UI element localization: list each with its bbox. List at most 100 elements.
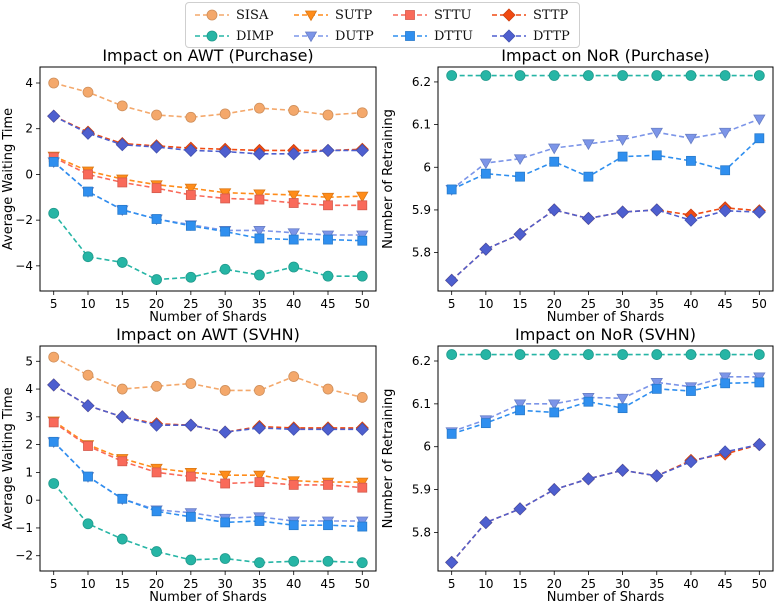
legend-swatch-dutp [294,31,328,43]
data-point [220,478,231,489]
data-point [185,111,197,123]
y-axis-label: Average Waiting Time [1,108,16,250]
data-point [185,220,196,231]
data-point [686,386,696,396]
data-point [117,493,128,504]
data-point [219,108,231,120]
data-point [83,169,93,180]
series-line [53,384,363,433]
data-point [547,483,561,497]
data-point [151,214,162,224]
y-tick-label: 5.9 [412,483,431,497]
data-point [82,86,94,98]
data-point [322,109,334,121]
series-line [53,156,363,207]
series-line [451,137,760,191]
series-sutp [47,151,369,204]
series-sttp [47,109,369,157]
series-dttu [48,436,368,532]
y-tick-label: 0 [25,493,33,507]
x-tick-label: 50 [355,577,370,591]
data-point [117,204,128,215]
x-tick-label: 25 [581,577,596,591]
data-point [651,349,663,360]
y-tick-label: 4 [25,382,33,396]
data-point [150,418,164,432]
data-point [479,516,493,530]
data-point [719,349,731,360]
legend-label: DIMP [236,28,274,44]
data-point [48,417,59,428]
data-point [549,407,560,418]
data-point [254,557,265,569]
legend-label: DTTU [434,28,473,44]
x-tick-label: 40 [286,577,301,591]
chart-panel-3: Impact on AWT (SVHN)5 10 15 20 25 30 35 40 45 50−… [1,325,377,605]
data-point [718,204,732,218]
data-point [48,77,60,89]
data-point [48,351,60,363]
data-point [288,261,300,273]
data-point [288,479,299,490]
series-line [53,384,363,433]
data-point [321,422,335,436]
data-point [116,533,128,545]
x-tick-label: 20 [149,297,164,311]
data-point [356,230,369,242]
legend-marker-icon [502,8,516,22]
data-point [184,183,198,195]
data-point [115,138,129,152]
data-point [617,349,628,360]
y-axis-label: Average Waiting Time [1,387,16,529]
data-point [253,226,266,237]
data-point [480,70,492,81]
series-sisa [48,77,368,123]
x-tick-label: 10 [80,297,95,311]
data-point [254,385,265,396]
series-dttp [445,438,766,569]
x-axis-label: Number of Shards [547,590,665,605]
legend-item-sutp: SUTP [293,5,372,25]
data-point [752,205,766,219]
data-point [718,372,732,384]
x-tick-label: 45 [718,577,733,591]
legend-label: SISA [236,7,269,23]
data-point [357,235,368,246]
data-point [83,471,93,482]
data-point [220,226,231,237]
data-point [48,478,60,489]
x-tick-label: 25 [581,297,596,311]
data-point [185,554,197,566]
data-point [651,150,662,161]
data-point [718,127,732,139]
series-line [451,381,760,435]
data-point [356,191,369,203]
legend-swatch-dttu [393,31,427,41]
plot-frame [39,66,377,292]
data-point [583,396,594,407]
series-dimp [446,349,765,360]
legend-swatch-sisa [195,9,229,21]
series-sisa [48,351,368,403]
data-point [582,139,595,151]
y-tick-label: −4 [15,259,33,273]
data-point [616,463,630,477]
x-tick-label: 35 [252,297,267,311]
series-line [53,441,363,522]
data-point [82,369,94,381]
data-point [254,269,265,281]
data-point [355,143,369,157]
data-point [547,203,561,217]
x-tick-label: 35 [649,577,664,591]
legend-item-sisa: SISA [194,5,268,25]
data-point [357,521,368,532]
data-point [753,114,766,126]
data-point [513,502,527,516]
series-dttu [48,156,368,246]
data-point [151,467,162,478]
data-point [355,422,369,436]
legend-item-sttp: STTP [491,5,568,25]
y-tick-label: 6.1 [412,397,431,411]
data-point [616,393,629,405]
